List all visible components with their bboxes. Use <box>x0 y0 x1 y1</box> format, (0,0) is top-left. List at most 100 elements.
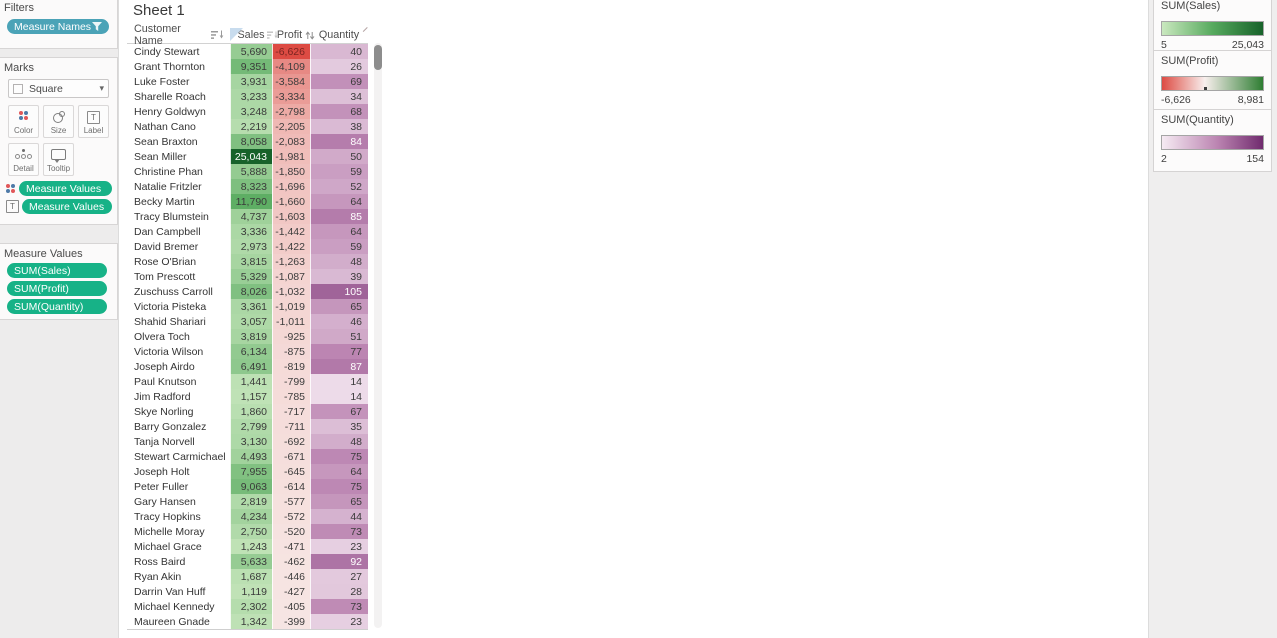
detail-button[interactable]: Detail <box>8 143 39 176</box>
sales-cell[interactable]: 3,248 <box>230 104 272 119</box>
profit-cell[interactable]: -3,584 <box>272 74 310 89</box>
profit-cell[interactable]: -1,603 <box>272 209 310 224</box>
customer-name-cell[interactable]: Ross Baird <box>127 554 230 569</box>
customer-name-cell[interactable]: Gary Hansen <box>127 494 230 509</box>
profit-cell[interactable]: -2,083 <box>272 134 310 149</box>
profit-cell[interactable]: -819 <box>272 359 310 374</box>
profit-cell[interactable]: -1,850 <box>272 164 310 179</box>
quantity-cell[interactable]: 14 <box>310 389 368 404</box>
pill-sum-sales[interactable]: SUM(Sales) <box>7 263 107 278</box>
customer-name-cell[interactable]: Nathan Cano <box>127 119 230 134</box>
customer-name-cell[interactable]: Henry Goldwyn <box>127 104 230 119</box>
profit-cell[interactable]: -645 <box>272 464 310 479</box>
profit-cell[interactable]: -405 <box>272 599 310 614</box>
customer-name-cell[interactable]: Ryan Akin <box>127 569 230 584</box>
pill-sum-profit[interactable]: SUM(Profit) <box>7 281 107 296</box>
profit-gradient-bar[interactable] <box>1161 76 1264 91</box>
quantity-cell[interactable]: 75 <box>310 479 368 494</box>
sales-cell[interactable]: 11,790 <box>230 194 272 209</box>
sales-cell[interactable]: 5,329 <box>230 269 272 284</box>
profit-cell[interactable]: -446 <box>272 569 310 584</box>
quantity-cell[interactable]: 65 <box>310 494 368 509</box>
quantity-cell[interactable]: 59 <box>310 239 368 254</box>
customer-name-cell[interactable]: Dan Campbell <box>127 224 230 239</box>
quantity-cell[interactable]: 28 <box>310 584 368 599</box>
customer-name-cell[interactable]: Sean Braxton <box>127 134 230 149</box>
profit-cell[interactable]: -1,011 <box>272 314 310 329</box>
sales-cell[interactable]: 9,351 <box>230 59 272 74</box>
quantity-cell[interactable]: 46 <box>310 314 368 329</box>
customer-name-cell[interactable]: Tracy Hopkins <box>127 509 230 524</box>
profit-cell[interactable]: -785 <box>272 389 310 404</box>
color-button[interactable]: Color <box>8 105 39 138</box>
sales-cell[interactable]: 9,063 <box>230 479 272 494</box>
customer-name-cell[interactable]: Natalie Fritzler <box>127 179 230 194</box>
sales-cell[interactable]: 8,323 <box>230 179 272 194</box>
quantity-cell[interactable]: 27 <box>310 569 368 584</box>
profit-cell[interactable]: -1,696 <box>272 179 310 194</box>
profit-cell[interactable]: -1,032 <box>272 284 310 299</box>
customer-name-cell[interactable]: Tom Prescott <box>127 269 230 284</box>
scrollbar-thumb[interactable] <box>374 45 382 70</box>
profit-cell[interactable]: -462 <box>272 554 310 569</box>
customer-name-cell[interactable]: Michelle Moray <box>127 524 230 539</box>
sales-cell[interactable]: 8,026 <box>230 284 272 299</box>
sort-hover-icon[interactable] <box>266 31 278 40</box>
quantity-cell[interactable]: 14 <box>310 374 368 389</box>
customer-name-cell[interactable]: Joseph Holt <box>127 464 230 479</box>
customer-name-cell[interactable]: Sharelle Roach <box>127 89 230 104</box>
column-header-quantity[interactable]: Quantity <box>310 27 368 43</box>
customer-name-cell[interactable]: Cindy Stewart <box>127 44 230 59</box>
column-header-sales[interactable]: Sales <box>230 27 272 43</box>
customer-name-cell[interactable]: Luke Foster <box>127 74 230 89</box>
mark-type-dropdown[interactable]: Square ▾ <box>8 79 109 98</box>
profit-cell[interactable]: -925 <box>272 329 310 344</box>
sort-descending-icon[interactable] <box>211 30 224 40</box>
quantity-cell[interactable]: 51 <box>310 329 368 344</box>
sales-cell[interactable]: 3,130 <box>230 434 272 449</box>
profit-cell[interactable]: -717 <box>272 404 310 419</box>
quantity-cell[interactable]: 67 <box>310 404 368 419</box>
quantity-cell[interactable]: 23 <box>310 539 368 554</box>
quantity-cell[interactable]: 48 <box>310 434 368 449</box>
column-header-profit[interactable]: Profit <box>266 27 315 43</box>
customer-name-cell[interactable]: Victoria Pisteka <box>127 299 230 314</box>
customer-name-cell[interactable]: Michael Kennedy <box>127 599 230 614</box>
sales-cell[interactable]: 1,687 <box>230 569 272 584</box>
tooltip-button[interactable]: Tooltip <box>43 143 74 176</box>
sales-cell[interactable]: 3,815 <box>230 254 272 269</box>
profit-cell[interactable]: -399 <box>272 614 310 629</box>
profit-cell[interactable]: -4,109 <box>272 59 310 74</box>
marks-pill-measure-values-color[interactable]: Measure Values <box>19 181 112 196</box>
customer-name-cell[interactable]: Tanja Norvell <box>127 434 230 449</box>
sales-cell[interactable]: 2,750 <box>230 524 272 539</box>
quantity-cell[interactable]: 52 <box>310 179 368 194</box>
sales-cell[interactable]: 1,119 <box>230 584 272 599</box>
profit-cell[interactable]: -1,442 <box>272 224 310 239</box>
sales-cell[interactable]: 3,336 <box>230 224 272 239</box>
profit-cell[interactable]: -2,798 <box>272 104 310 119</box>
profit-cell[interactable]: -692 <box>272 434 310 449</box>
quantity-cell[interactable]: 73 <box>310 599 368 614</box>
sales-cell[interactable]: 1,860 <box>230 404 272 419</box>
customer-name-cell[interactable]: Sean Miller <box>127 149 230 164</box>
quantity-cell[interactable]: 73 <box>310 524 368 539</box>
sales-cell[interactable]: 2,819 <box>230 494 272 509</box>
sort-toggle-icon[interactable] <box>305 30 315 40</box>
customer-name-cell[interactable]: David Bremer <box>127 239 230 254</box>
sales-cell[interactable]: 3,361 <box>230 299 272 314</box>
profit-cell[interactable]: -3,334 <box>272 89 310 104</box>
quantity-cell[interactable]: 64 <box>310 194 368 209</box>
customer-name-cell[interactable]: Victoria Wilson <box>127 344 230 359</box>
sales-cell[interactable]: 25,043 <box>230 149 272 164</box>
customer-name-cell[interactable]: Maureen Gnade <box>127 614 230 629</box>
sales-cell[interactable]: 3,931 <box>230 74 272 89</box>
quantity-cell[interactable]: 39 <box>310 269 368 284</box>
quantity-cell[interactable]: 92 <box>310 554 368 569</box>
customer-name-cell[interactable]: Shahid Shariari <box>127 314 230 329</box>
quantity-cell[interactable]: 77 <box>310 344 368 359</box>
quantity-cell[interactable]: 68 <box>310 104 368 119</box>
sales-cell[interactable]: 7,955 <box>230 464 272 479</box>
quantity-cell[interactable]: 64 <box>310 464 368 479</box>
customer-name-cell[interactable]: Olvera Toch <box>127 329 230 344</box>
